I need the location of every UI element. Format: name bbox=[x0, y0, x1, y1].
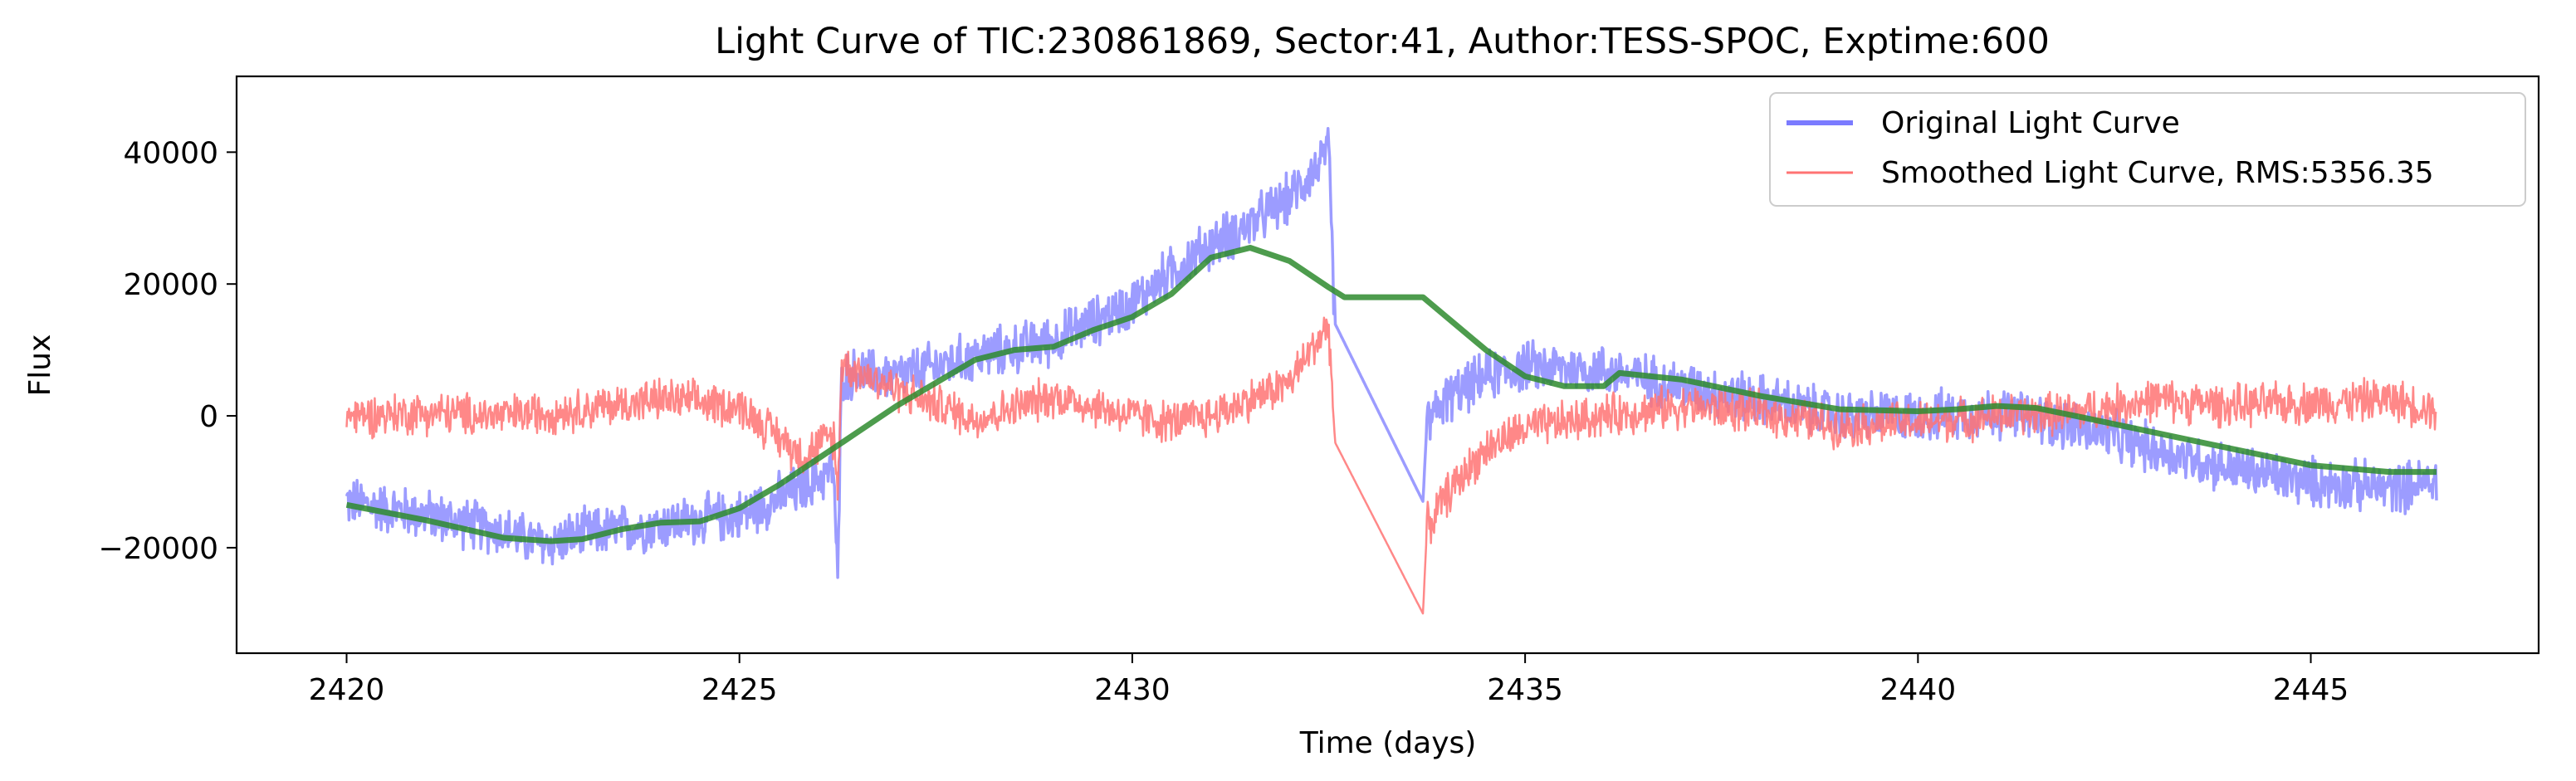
smoothed-light-curve-line bbox=[345, 316, 2437, 615]
axes-frame bbox=[235, 75, 2540, 655]
x-tick-label: 2445 bbox=[2273, 673, 2349, 707]
y-tick-label: −20000 bbox=[98, 532, 218, 566]
trend-line bbox=[345, 245, 2437, 544]
legend-label-smoothed: Smoothed Light Curve, RMS:5356.35 bbox=[1881, 156, 2434, 190]
x-tick-label: 2440 bbox=[1880, 673, 1957, 707]
y-tick-label: 20000 bbox=[123, 268, 218, 302]
legend-frame bbox=[1769, 92, 2526, 207]
x-axis: 2420 2425 2430 2435 2440 2445 bbox=[309, 653, 2349, 707]
y-axis-label: Flux bbox=[23, 334, 57, 397]
legend: Original Light Curve Smoothed Light Curv… bbox=[1769, 92, 2526, 207]
x-tick-label: 2435 bbox=[1487, 673, 1563, 707]
original-light-curve-line bbox=[345, 126, 2438, 579]
y-tick-label: 40000 bbox=[123, 136, 218, 170]
x-tick-label: 2425 bbox=[701, 673, 778, 707]
y-tick-label: 0 bbox=[199, 400, 218, 434]
plot-area bbox=[345, 126, 2438, 615]
x-axis-label: Time (days) bbox=[1299, 726, 1477, 760]
y-axis: −20000 0 20000 40000 bbox=[98, 136, 237, 566]
legend-label-original: Original Light Curve bbox=[1881, 106, 2180, 140]
x-tick-label: 2420 bbox=[309, 673, 385, 707]
chart-title: Light Curve of TIC:230861869, Sector:41,… bbox=[715, 21, 2050, 62]
x-tick-label: 2430 bbox=[1094, 673, 1171, 707]
